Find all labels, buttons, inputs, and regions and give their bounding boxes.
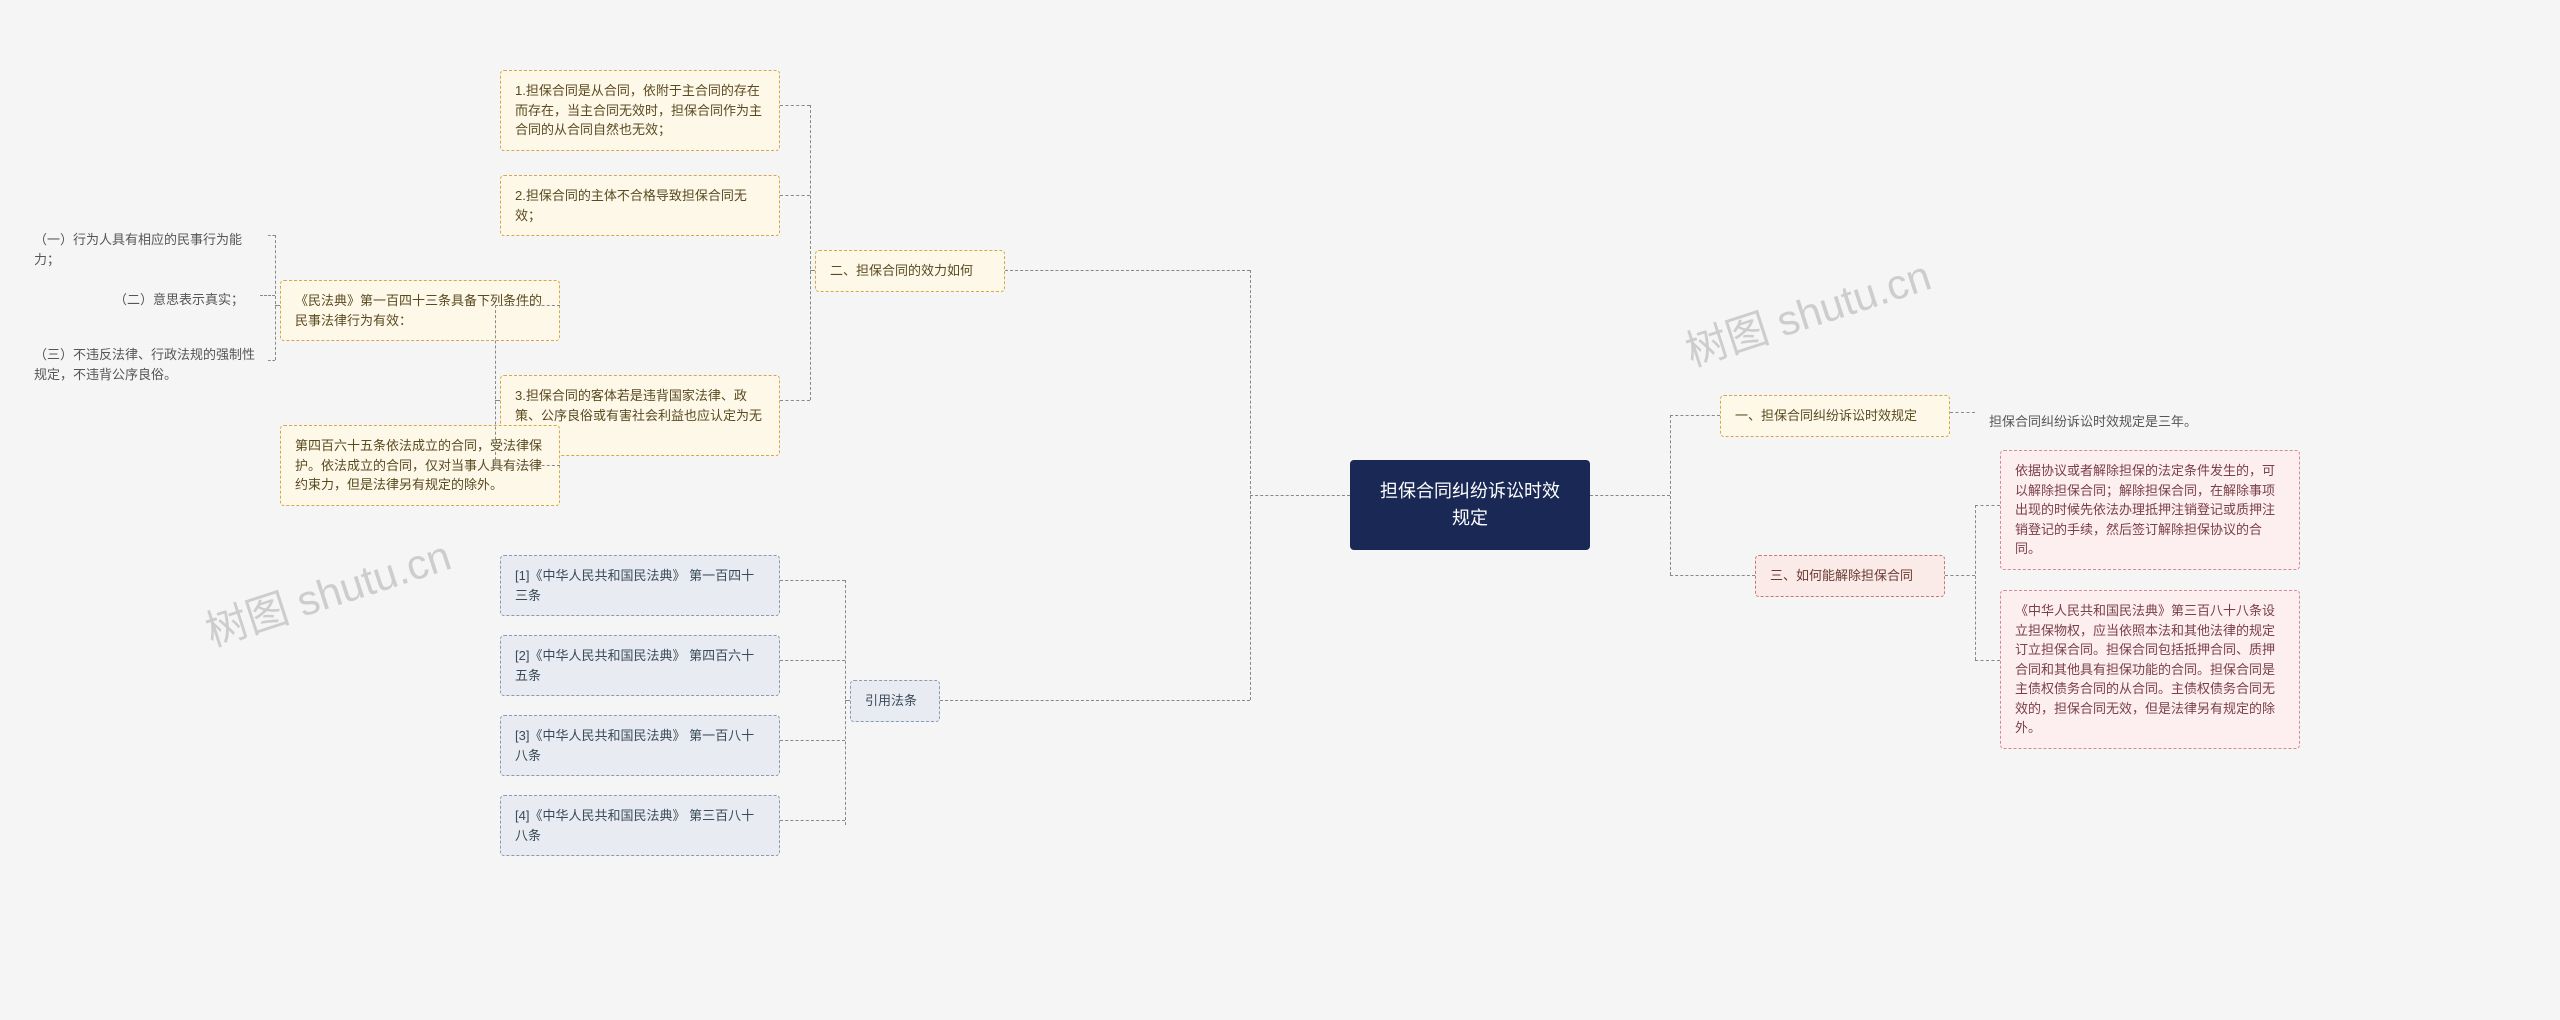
connector-28	[845, 700, 850, 701]
connector-9	[1250, 495, 1350, 496]
section-2-sub-a: 《民法典》第一百四十三条具备下列条件的民事法律行为有效：	[280, 280, 560, 341]
section-1-detail: 担保合同纠纷诉讼时效规定是三年。	[1975, 402, 2215, 442]
connector-10	[1250, 270, 1251, 700]
section-2-sub-a-child-1: （一）行为人具有相应的民事行为能力；	[20, 220, 280, 279]
section-2-item-2: 2.担保合同的主体不合格导致担保合同无效；	[500, 175, 780, 236]
section-2-sub-a-child-2: （二）意思表示真实；	[100, 280, 270, 320]
connector-17	[780, 400, 810, 401]
connector-13	[810, 105, 811, 400]
root-node: 担保合同纠纷诉讼时效规定	[1350, 460, 1590, 550]
section-3-title: 三、如何能解除担保合同	[1755, 555, 1945, 597]
connector-4	[1950, 412, 1975, 413]
connector-22	[275, 235, 276, 360]
connector-6	[1975, 505, 1976, 660]
section-3-detail-2: 《中华人民共和国民法典》第三百八十八条设立担保物权，应当依照本法和其他法律的规定…	[2000, 590, 2300, 749]
connector-12	[940, 700, 1250, 701]
connector-31	[780, 740, 845, 741]
connector-15	[780, 105, 810, 106]
connector-5	[1945, 575, 1975, 576]
connector-25	[260, 295, 275, 296]
watermark-1: 树图 shutu.cn	[197, 522, 458, 659]
connector-20	[495, 305, 560, 306]
section-3-detail-1: 依据协议或者解除担保的法定条件发生的，可以解除担保合同；解除担保合同，在解除事项…	[2000, 450, 2300, 570]
connector-8	[1975, 660, 2000, 661]
refs-item-4: [4]《中华人民共和国民法典》 第三百八十八条	[500, 795, 780, 856]
connector-18	[495, 305, 496, 465]
connector-2	[1670, 415, 1720, 416]
connector-23	[275, 305, 280, 306]
connector-26	[268, 360, 275, 361]
connector-29	[780, 580, 845, 581]
connector-1	[1670, 415, 1671, 575]
connector-3	[1670, 575, 1755, 576]
refs-item-3: [3]《中华人民共和国民法典》 第一百八十八条	[500, 715, 780, 776]
refs-item-1: [1]《中华人民共和国民法典》 第一百四十三条	[500, 555, 780, 616]
connector-16	[780, 195, 810, 196]
connector-32	[780, 820, 845, 821]
section-2-title: 二、担保合同的效力如何	[815, 250, 1005, 292]
section-1-title: 一、担保合同纠纷诉讼时效规定	[1720, 395, 1950, 437]
connector-21	[495, 465, 560, 466]
connector-14	[810, 270, 815, 271]
connector-0	[1590, 495, 1670, 496]
refs-item-2: [2]《中华人民共和国民法典》 第四百六十五条	[500, 635, 780, 696]
section-2-item-1: 1.担保合同是从合同，依附于主合同的存在而存在，当主合同无效时，担保合同作为主合…	[500, 70, 780, 151]
connector-7	[1975, 505, 2000, 506]
refs-title: 引用法条	[850, 680, 940, 722]
watermark-2: 树图 shutu.cn	[1677, 242, 1938, 379]
connector-19	[495, 400, 500, 401]
section-2-sub-a-child-3: （三）不违反法律、行政法规的强制性规定，不违背公序良俗。	[20, 335, 280, 394]
connector-30	[780, 660, 845, 661]
connector-24	[268, 235, 275, 236]
connector-11	[1005, 270, 1250, 271]
connector-27	[845, 580, 846, 825]
